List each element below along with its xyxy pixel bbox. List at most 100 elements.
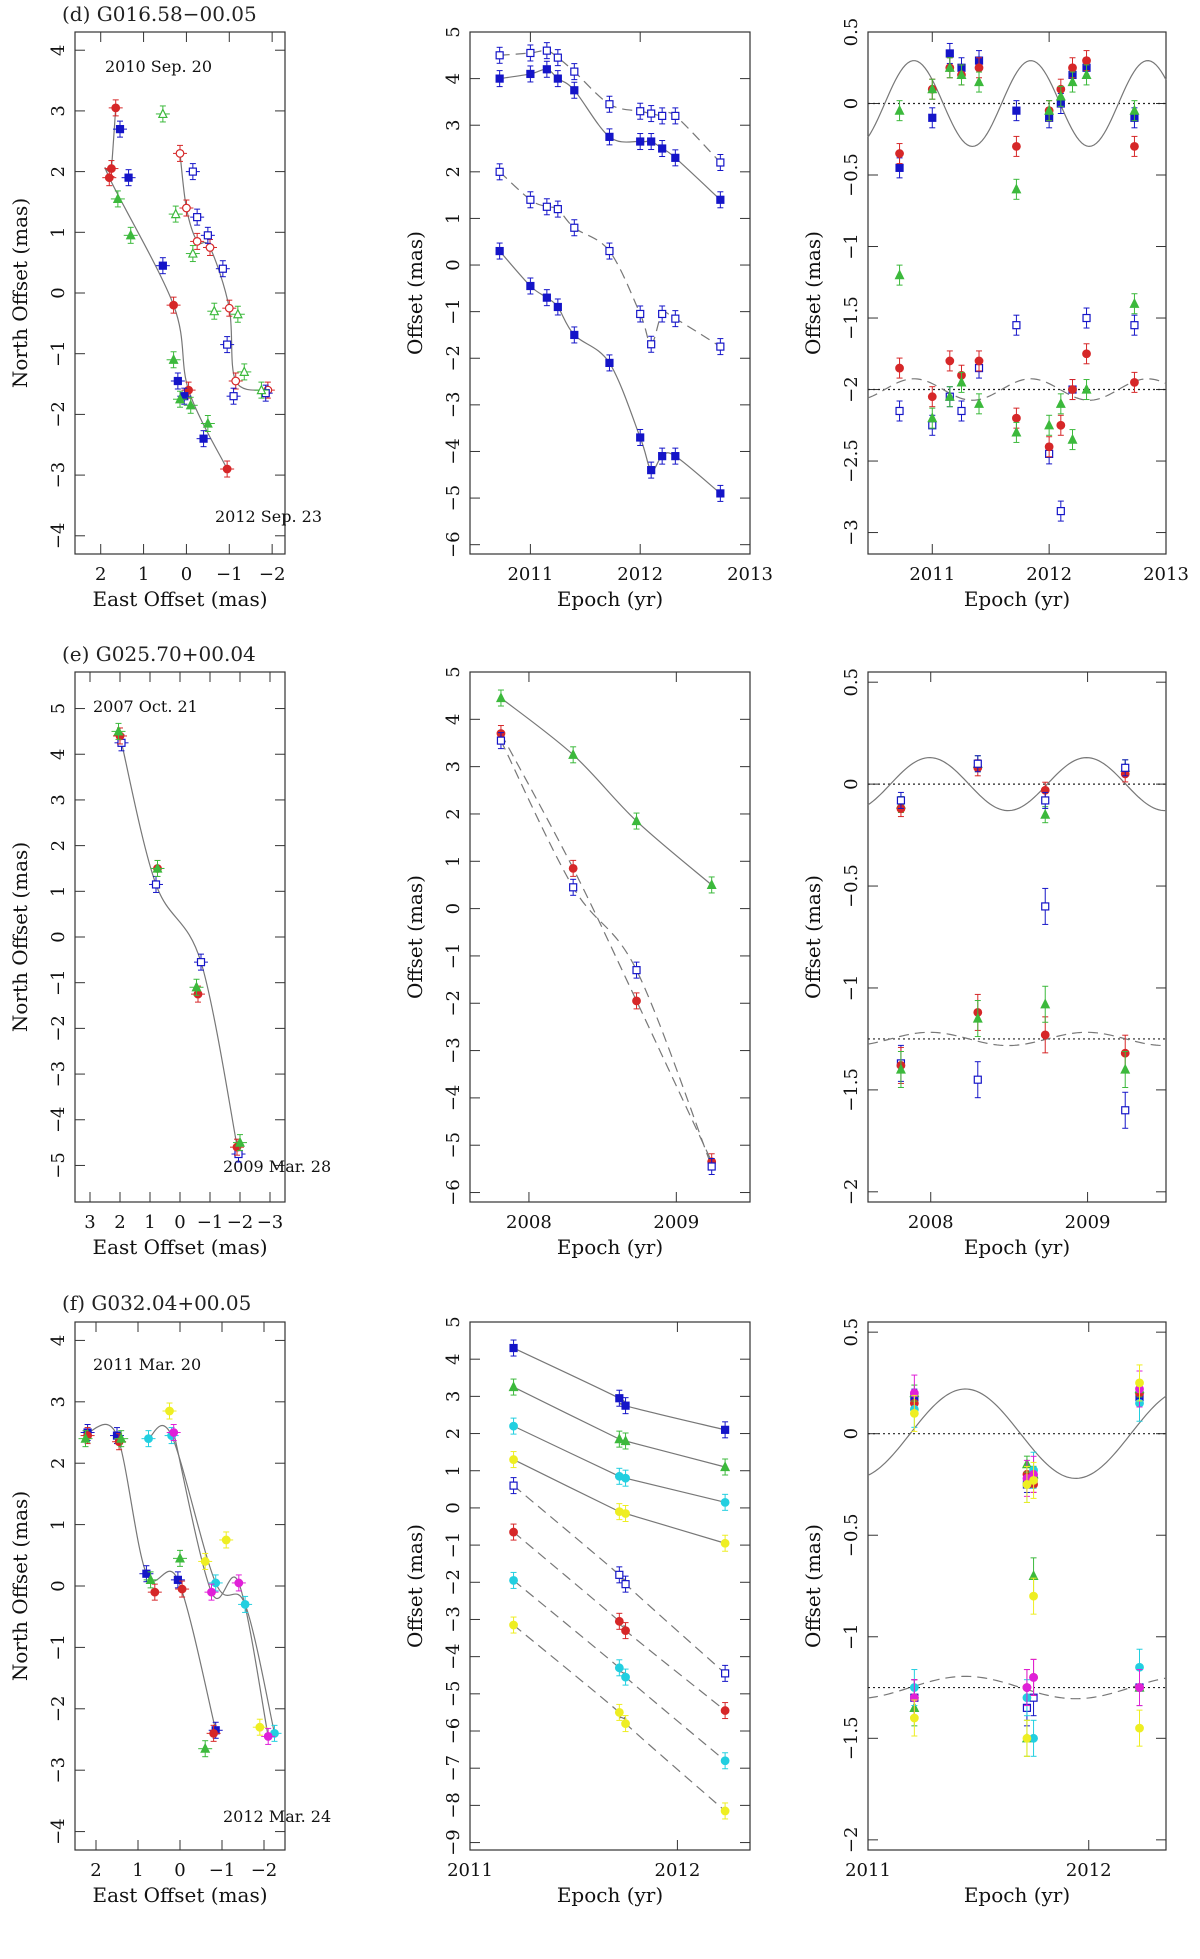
y-tick-label: −3 (443, 1606, 464, 1633)
data-point (636, 433, 645, 442)
y-tick-label: −1 (48, 1634, 69, 1661)
panel-f-time: 2011 2012 −9 −8 −7 −6 −5 −4 −3 −2 −1 0 1 2 3 4 5 Epoch (y… (403, 1316, 751, 1907)
x-tick-label: 2011 (845, 1860, 891, 1881)
y-tick-label: −4 (443, 1085, 464, 1112)
x-tick-label: 0 (181, 564, 192, 585)
plot-frame (867, 671, 1167, 1203)
data-point (218, 264, 227, 273)
data-point (720, 1497, 730, 1507)
data-point (671, 153, 680, 162)
data-point (605, 100, 614, 109)
data-point (720, 1806, 730, 1816)
data-point (716, 158, 725, 167)
data-point (895, 149, 904, 158)
data-point (570, 223, 579, 232)
data-point (1022, 1683, 1032, 1692)
data-point (231, 376, 241, 386)
data-point (203, 231, 212, 240)
data-point (111, 103, 121, 113)
data-point (895, 1063, 906, 1074)
x-axis-label: Epoch (yr) (557, 1235, 663, 1259)
data-point (1135, 1723, 1144, 1733)
y-tick-label: −1.5 (841, 1068, 862, 1112)
data-point (1081, 383, 1092, 394)
data-point (974, 76, 984, 87)
x-axis-label: Epoch (yr) (557, 587, 663, 611)
x-tick-label: −1 (209, 1860, 236, 1881)
data-point (509, 1481, 518, 1490)
data-point (1081, 69, 1092, 80)
y-tick-label: −1.5 (841, 1716, 862, 1760)
data-point (1040, 1030, 1050, 1040)
y-tick-label: 1 (48, 886, 69, 897)
y-axis-label: Offset (mas) (801, 875, 825, 999)
data-point (495, 74, 504, 83)
y-tick-label: 0 (443, 1502, 464, 1513)
y-tick-label: 0.5 (841, 18, 862, 47)
data-point (1011, 426, 1022, 437)
panel-f-residual: 2011 2012 −2 −1.5 −1 −0.5 0 0.5 Epoch (yr) Offset… (801, 1318, 1167, 1907)
data-point (974, 356, 984, 366)
parallax-curve (867, 1388, 1167, 1479)
x-tick-label: −2 (227, 1212, 254, 1233)
y-tick-label: 0 (841, 1428, 862, 1439)
data-point (615, 1394, 624, 1403)
data-point (117, 738, 126, 747)
data-point (509, 1576, 518, 1585)
y-tick-label: 1 (48, 227, 69, 238)
data-point (553, 205, 562, 214)
y-tick-label: −2 (841, 376, 862, 403)
y-tick-label: −2 (443, 1569, 464, 1596)
data-point (944, 390, 955, 401)
data-point (1040, 998, 1051, 1009)
data-point (177, 1584, 187, 1594)
panel-e-residual: 2008 2009 −2 −1.5 −1 −0.5 0 0.5 Epoch (yr) Offset… (801, 668, 1167, 1259)
data-point (570, 330, 579, 340)
data-point (1029, 1672, 1038, 1682)
data-point (972, 1012, 983, 1023)
data-point (526, 69, 535, 79)
data-point (928, 113, 937, 122)
data-point (188, 167, 197, 176)
data-point (720, 1461, 731, 1472)
data-point (509, 1620, 518, 1630)
data-point (175, 1552, 185, 1563)
panel-d-residual: 2011 2012 2013 −3 −2.5 −2 −1.5 −1 −0.5 0 0.5 Epoch … (801, 18, 1189, 611)
data-point (142, 1569, 151, 1578)
data-point (631, 815, 642, 826)
y-tick-label: 0 (841, 778, 862, 789)
data-point (509, 1343, 518, 1353)
data-point (104, 173, 114, 183)
y-tick-label: −5 (443, 1681, 464, 1708)
data-point (169, 1428, 179, 1437)
data-point (508, 1381, 519, 1392)
y-tick-label: 3 (48, 105, 69, 116)
data-point (720, 1538, 730, 1548)
x-tick-label: 1 (138, 564, 149, 585)
data-point (205, 243, 215, 252)
data-point (671, 314, 680, 323)
y-tick-label: −0.5 (841, 864, 862, 908)
y-tick-label: 4 (443, 73, 464, 84)
row-title-e: (e) G025.70+00.04 (62, 642, 256, 666)
data-point (716, 342, 725, 351)
parallax-curve-dashed (867, 1031, 1166, 1047)
x-tick-label: 2012 (1066, 1860, 1112, 1881)
data-point (1029, 1591, 1038, 1601)
x-axis-label: Epoch (yr) (557, 1883, 663, 1907)
data-point (150, 1587, 160, 1597)
data-point (1012, 413, 1021, 423)
data-point (1120, 1063, 1131, 1074)
y-tick-label: 3 (48, 794, 69, 805)
y-tick-label: 2 (48, 166, 69, 177)
y-tick-label: 2 (48, 840, 69, 851)
data-point (1135, 1378, 1144, 1388)
data-point (173, 376, 182, 386)
data-point (165, 1406, 174, 1416)
y-tick-label: 1 (443, 1465, 464, 1476)
y-tick-label: −9 (443, 1829, 464, 1856)
data-point (636, 137, 645, 146)
data-point (671, 111, 680, 120)
x-tick-label: −1 (216, 564, 243, 585)
data-point (909, 1408, 919, 1418)
